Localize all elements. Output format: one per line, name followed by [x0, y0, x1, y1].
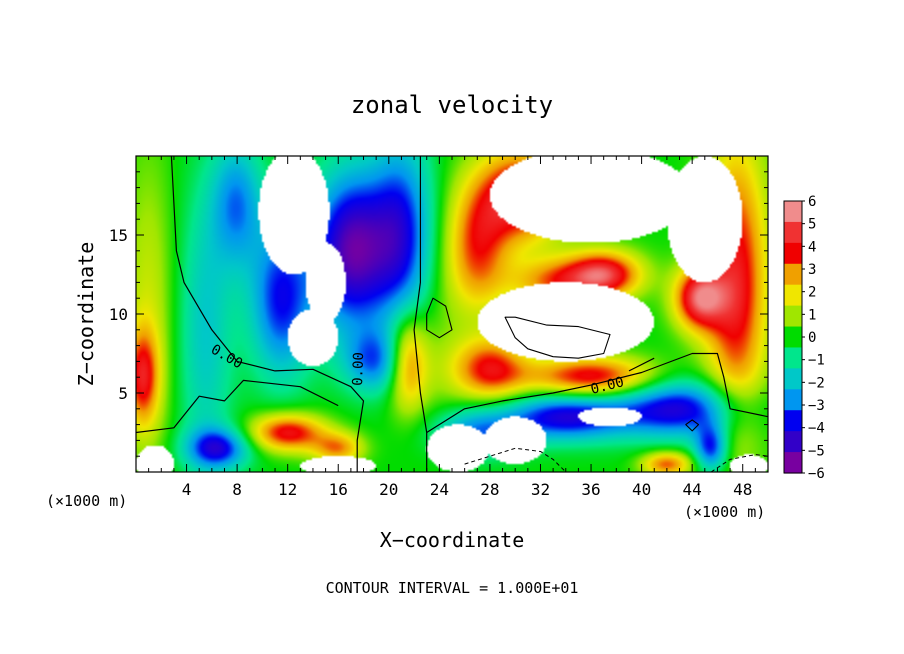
chart-title: zonal velocity [351, 91, 553, 119]
colorbar-swatch [784, 431, 802, 453]
colorbar-tick-label: −2 [808, 375, 825, 391]
colorbar-tick-label: 3 [808, 262, 816, 278]
contour-layer [136, 156, 768, 472]
colorbar: 6 5 4 3 2 1 0 −1 −2 −3 −4 −5 −6 [783, 194, 825, 482]
colorbar-tick-label: −1 [808, 353, 825, 369]
colorbar-tick-label: 5 [808, 217, 816, 233]
colorbar-tick-label: −5 [808, 443, 825, 459]
zero-contour-line [170, 156, 365, 472]
colorbar-swatch [784, 242, 802, 265]
x-tick-label: 24 [430, 480, 449, 499]
y-axis-label: Z−coordinate [74, 242, 98, 387]
x-tick-label: 32 [531, 480, 550, 499]
colorbar-swatch [784, 221, 802, 244]
x-tick-label: 12 [278, 480, 297, 499]
zero-contour-line [426, 352, 768, 434]
x-axis: 4 8 12 16 20 24 28 32 36 40 44 48 [148, 156, 756, 499]
colorbar-tick-label: −4 [808, 421, 825, 437]
colorbar-swatch [784, 201, 802, 223]
closed-contour-line [504, 316, 611, 359]
plot-area: 0.00 0.00 0.00 [135, 155, 769, 473]
colorbar-swatch [784, 389, 802, 411]
colorbar-swatch [784, 326, 802, 349]
colorbar-tick-label: −6 [808, 466, 825, 482]
contour-label: 0.00 [350, 352, 367, 386]
y-tick-label: 15 [109, 226, 128, 245]
colorbar-swatch [784, 452, 802, 474]
zero-contour-line [628, 357, 655, 372]
x-tick-label: 40 [632, 480, 651, 499]
colorbar-swatch [784, 410, 802, 432]
x-tick-label: 28 [480, 480, 499, 499]
colorbar-swatch [784, 368, 802, 390]
y-tick-label: 5 [118, 384, 128, 403]
negative-contour-line [710, 454, 768, 472]
y-tick-label: 10 [109, 305, 128, 324]
x-tick-label: 48 [733, 480, 752, 499]
colorbar-tick-label: 1 [808, 307, 816, 323]
closed-contour-line [685, 419, 700, 432]
colorbar-tick-label: 6 [808, 194, 816, 210]
x-tick-label: 20 [379, 480, 398, 499]
colorbar-tick-label: −3 [808, 398, 825, 414]
x-tick-label: 36 [581, 480, 600, 499]
zero-contour-line [413, 156, 428, 472]
x-unit-left: (×1000 m) [46, 492, 127, 510]
colorbar-tick-label: 0 [808, 330, 816, 346]
colorbar-swatch [784, 305, 802, 328]
x-unit-right: (×1000 m) [684, 503, 765, 521]
x-tick-label: 16 [329, 480, 348, 499]
x-tick-label: 44 [683, 480, 702, 499]
negative-contour-line [464, 447, 567, 472]
colorbar-swatch [784, 284, 802, 307]
x-axis-label: X−coordinate [380, 528, 525, 552]
x-tick-label: 8 [232, 480, 242, 499]
contour-label: 0.00 [589, 374, 626, 398]
colorbar-swatch [784, 347, 802, 369]
zero-contour-line [136, 379, 339, 434]
contour-interval-note: CONTOUR INTERVAL = 1.000E+01 [326, 579, 579, 597]
y-axis: 5 10 15 [109, 171, 768, 457]
closed-contour-line [426, 297, 453, 339]
x-tick-label: 4 [182, 480, 192, 499]
velocity-field-image [136, 156, 768, 472]
colorbar-tick-label: 4 [808, 239, 816, 255]
colorbar-swatch [784, 263, 802, 286]
colorbar-tick-label: 2 [808, 285, 816, 301]
